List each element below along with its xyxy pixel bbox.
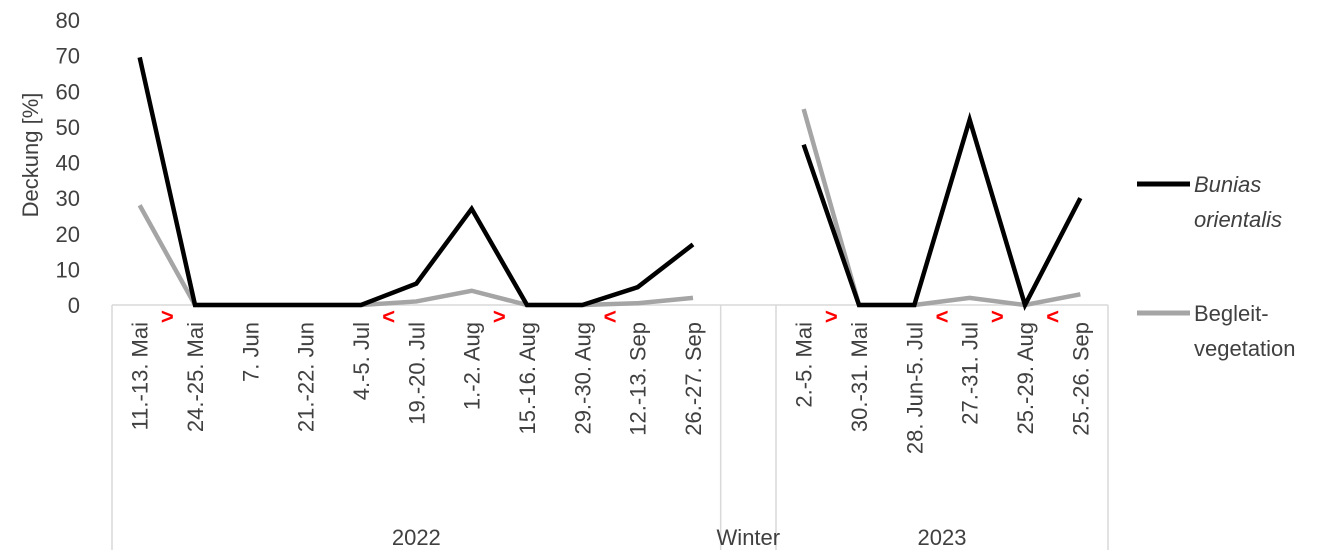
- x-category-label: 19.-20. Jul: [404, 322, 429, 425]
- y-tick-label: 10: [56, 257, 80, 282]
- y-tick-label: 30: [56, 186, 80, 211]
- legend: Bunias orientalis Begleit-vegetation: [1137, 172, 1296, 361]
- y-tick-label: 60: [56, 79, 80, 104]
- x-category-label: 2.-5. Mai: [792, 322, 817, 408]
- series-line: [137, 56, 695, 308]
- group-label: 2023: [918, 525, 967, 550]
- y-tick-label: 0: [68, 293, 80, 318]
- y-axis-label: Deckung [%]: [18, 93, 43, 218]
- legend-label-line1: Begleit-: [1194, 301, 1269, 326]
- transition-marker: <: [936, 304, 949, 329]
- group-label: Winter: [717, 525, 781, 550]
- group-label: 2022: [392, 525, 441, 550]
- x-category-label: 28. Jun-5. Jul: [902, 322, 927, 454]
- y-tick-label: 20: [56, 222, 80, 247]
- x-category-label: 7. Jun: [238, 322, 263, 382]
- transition-marker: <: [382, 304, 395, 329]
- transition-marker: <: [1046, 304, 1059, 329]
- legend-label-line1: Bunias: [1194, 172, 1261, 197]
- series-line: [801, 111, 1083, 311]
- x-category-label: 4.-5. Jul: [349, 322, 374, 400]
- transition-markers: > < > < > < > <: [161, 304, 1059, 329]
- x-category-label: 11.-13. Mai: [128, 322, 153, 430]
- x-category-label: 26.-27. Sep: [681, 322, 706, 436]
- series-lines: [137, 56, 1083, 311]
- transition-marker: >: [825, 304, 838, 329]
- x-category-label: 29.-30. Aug: [570, 322, 595, 435]
- x-category-label: 1.-2. Aug: [460, 322, 485, 410]
- x-category-label: 30.-31. Mai: [847, 322, 872, 432]
- transition-marker: <: [604, 304, 617, 329]
- legend-label-line2: orientalis: [1194, 207, 1282, 232]
- x-category-label: 12.-13. Sep: [626, 322, 651, 436]
- x-category-label: 21.-22. Jun: [294, 322, 319, 432]
- x-category-label: 15.-16. Aug: [515, 322, 540, 435]
- y-axis-ticks: 0 10 20 30 40 50 60 70 80: [56, 8, 80, 318]
- transition-marker: >: [161, 304, 174, 329]
- x-category-label: 24.-25. Mai: [183, 322, 208, 432]
- x-category-label: 27.-31. Jul: [958, 322, 983, 425]
- y-tick-label: 70: [56, 44, 80, 69]
- y-tick-label: 40: [56, 151, 80, 176]
- transition-marker: >: [991, 304, 1004, 329]
- x-axis-category-labels: 11.-13. Mai 24.-25. Mai 7. Jun 21.-22. Jun 4…: [128, 322, 1094, 454]
- y-tick-label: 50: [56, 115, 80, 140]
- x-category-label: 25.-29. Aug: [1013, 322, 1038, 435]
- transition-marker: >: [493, 304, 506, 329]
- series-line: [137, 204, 694, 308]
- x-category-label: 25.-26. Sep: [1068, 322, 1093, 436]
- legend-label-line2: vegetation: [1194, 336, 1296, 361]
- y-tick-label: 80: [56, 8, 80, 33]
- x-axis-group-labels: 2022 Winter 2023: [392, 525, 967, 550]
